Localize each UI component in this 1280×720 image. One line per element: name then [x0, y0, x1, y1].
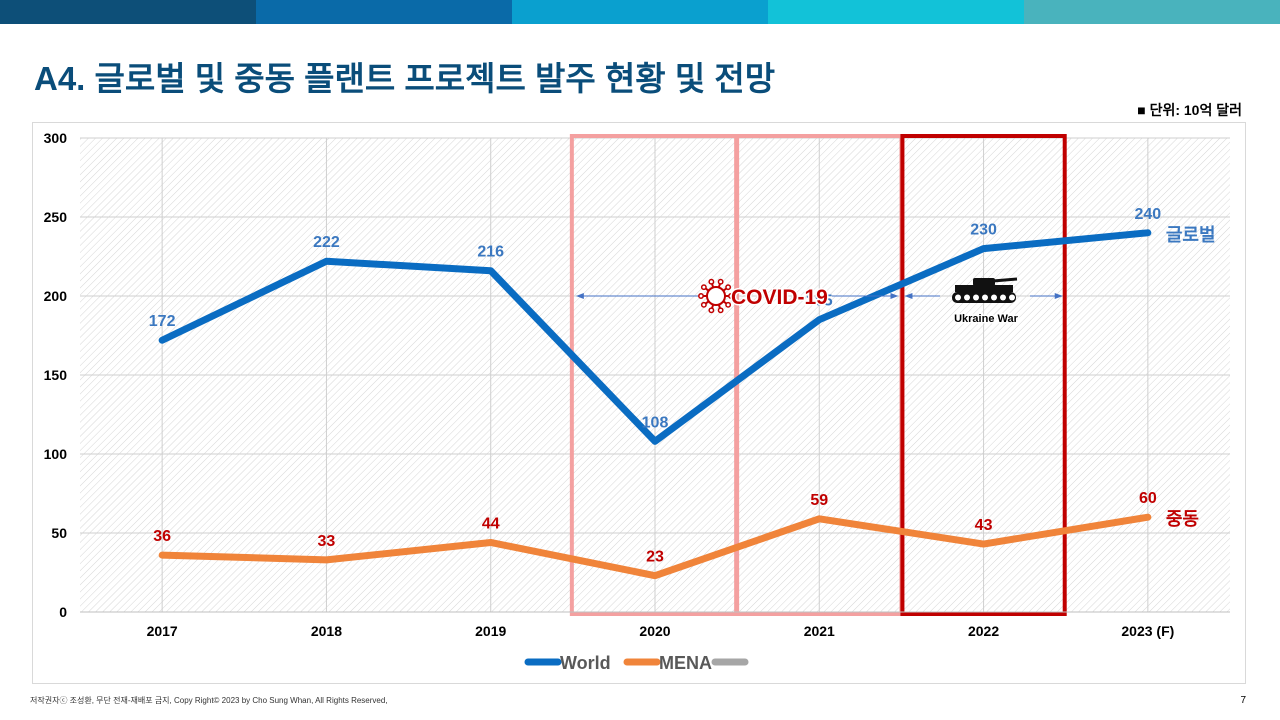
x-tick-label: 2018: [311, 623, 342, 639]
x-tick-label: 2022: [968, 623, 999, 639]
chart-frame: [32, 122, 1246, 684]
virus-spike-tip: [700, 301, 707, 308]
virus-icon: [698, 278, 734, 314]
tank-wheel: [1009, 294, 1015, 301]
tank-turret: [973, 278, 995, 286]
tank-hull: [955, 285, 1013, 292]
data-label: 172: [149, 313, 176, 330]
virus-spike-tip: [728, 293, 734, 299]
page-title: A4. 글로벌 및 중동 플랜트 프로젝트 발주 현황 및 전망: [34, 60, 776, 97]
unit-note: ■ 단위: 10억 달러: [1137, 102, 1242, 118]
virus-spike-tip: [717, 307, 724, 314]
x-tick-label: 2017: [147, 623, 178, 639]
data-label: 23: [646, 549, 664, 566]
y-tick-label: 300: [44, 130, 68, 146]
y-tick-label: 250: [44, 209, 68, 225]
data-label: 44: [482, 515, 500, 532]
x-tick-label: 2019: [475, 623, 506, 639]
virus-spike-tip: [700, 284, 707, 291]
x-tick-label: 2021: [804, 623, 835, 639]
covid-label: COVID-19: [731, 286, 828, 309]
tank-wheel: [1000, 294, 1006, 301]
y-tick-label: 100: [44, 446, 68, 462]
virus-spike-tip: [708, 307, 715, 314]
data-label: 60: [1139, 490, 1157, 507]
y-tick-label: 50: [51, 525, 67, 541]
top-bar-segment: [1024, 0, 1280, 24]
y-tick-label: 200: [44, 288, 68, 304]
x-tick-label: 2020: [639, 623, 670, 639]
data-label: 216: [477, 244, 504, 261]
virus-spike-tip: [698, 293, 704, 299]
y-tick-label: 150: [44, 367, 68, 383]
tank-wheel: [955, 294, 961, 301]
legend-label: MENA: [659, 653, 712, 673]
virus-spike-tip: [717, 278, 724, 285]
top-bar-segment: [512, 0, 768, 24]
top-bar-segment: [256, 0, 512, 24]
virus-spike-tip: [725, 301, 732, 308]
tank-wheel: [982, 294, 988, 301]
data-label: 43: [975, 517, 993, 534]
data-label: 59: [810, 492, 828, 509]
virus-spike-tip: [725, 284, 732, 291]
y-tick-label: 0: [59, 604, 67, 620]
data-label: 36: [153, 528, 171, 545]
series-end-label: 글로벌: [1166, 225, 1216, 245]
highlight-box: [900, 134, 1067, 616]
virus-body: [706, 286, 726, 306]
tank-wheel: [991, 294, 997, 301]
top-color-bar: [0, 0, 1280, 24]
top-bar-segment: [0, 0, 256, 24]
virus-spike-tip: [708, 278, 715, 285]
top-bar-segment: [768, 0, 1024, 24]
data-label: 108: [642, 414, 669, 431]
page-number: 7: [1240, 695, 1246, 706]
ukraine-war-label: Ukraine War: [954, 313, 1019, 325]
copyright-footer: 저작권자ⓒ 조성환, 무단 전재-재배포 금지, Copy Right© 202…: [30, 696, 388, 705]
tank-barrel: [992, 277, 1018, 283]
data-label: 230: [970, 222, 997, 239]
data-label: 222: [313, 234, 340, 251]
data-label: 33: [318, 533, 336, 550]
data-label: 240: [1135, 206, 1162, 223]
x-tick-label: 2023 (F): [1121, 623, 1174, 639]
legend-label: World: [560, 653, 611, 673]
tank-icon: [952, 277, 1018, 303]
series-end-label: 중동: [1166, 509, 1199, 529]
data-label: 185: [806, 293, 833, 310]
tank-wheel: [973, 294, 979, 301]
tank-wheel: [964, 294, 970, 301]
